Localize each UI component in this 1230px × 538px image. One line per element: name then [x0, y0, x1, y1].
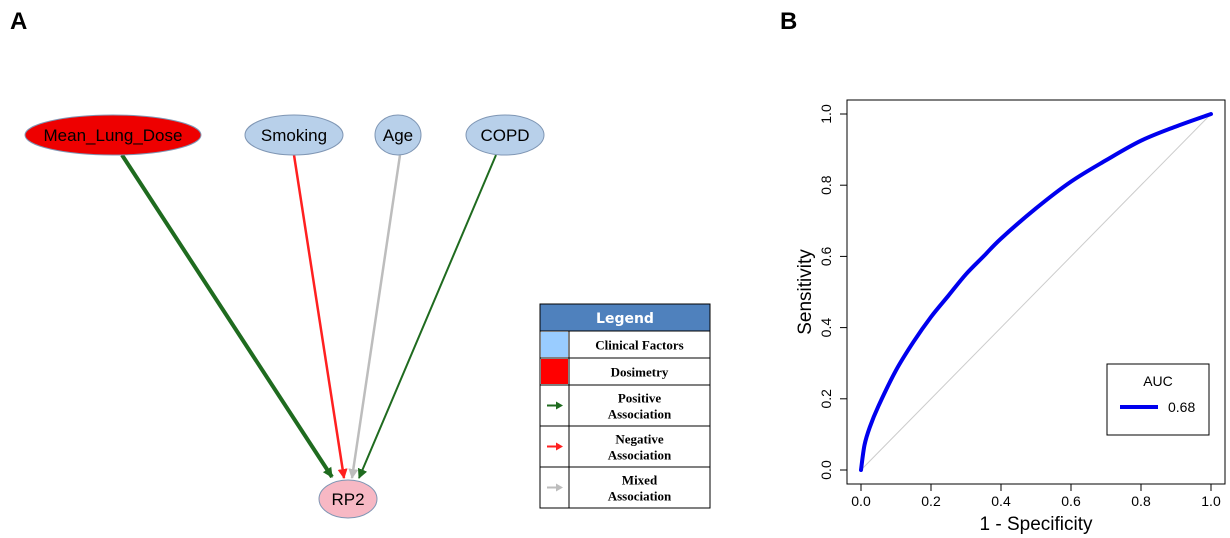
panel-label-a: A — [10, 8, 28, 35]
roc-curve-series-0 — [859, 112, 1213, 472]
y-tick-label: 0.6 — [818, 246, 834, 266]
node-copd-ellipse — [465, 114, 545, 156]
legend-swatch-dosimetry — [541, 359, 568, 384]
node-age-ellipse — [374, 114, 422, 156]
reference-diagonal — [860, 113, 1212, 471]
legend-row-clinical: Clinical Factors — [539, 330, 711, 359]
node-rp2-label: RP2 — [331, 490, 364, 509]
x-tick-label: 0.0 — [851, 493, 871, 509]
legend-label-negative-arrow-1: Association — [608, 448, 672, 463]
node-mld-ellipse — [24, 114, 202, 156]
node-age: Age — [374, 114, 422, 156]
legend-label-positive-arrow-1: Association — [608, 407, 672, 422]
node-smoking: Smoking — [244, 114, 344, 156]
node-mld-label: Mean_Lung_Dose — [44, 126, 183, 145]
x-tick-label: 0.4 — [991, 493, 1011, 509]
legend-swatch-clinical — [541, 332, 568, 357]
node-smoking-label: Smoking — [261, 126, 327, 145]
legend-label-clinical-0: Clinical Factors — [595, 338, 683, 353]
legend-row-box — [539, 357, 711, 386]
node-smoking-ellipse — [244, 114, 344, 156]
node-copd: COPD — [465, 114, 545, 156]
panel-label-b: B — [780, 8, 798, 35]
legend-label-mixed-arrow-1: Association — [608, 489, 672, 504]
y-tick-label: 0.8 — [818, 175, 834, 195]
x-tick-label: 1.0 — [1201, 493, 1221, 509]
y-tick-label: 0.4 — [818, 318, 834, 338]
x-axis-title: 1 - Specificity — [980, 514, 1093, 535]
x-tick-label: 0.6 — [1061, 493, 1081, 509]
legend-label-positive-arrow-0: Positive — [618, 391, 662, 406]
legend-arrow-negative-icon — [556, 442, 563, 451]
bayesian-network: Mean_Lung_Dose Smoking Age COPD RP2 — [24, 114, 545, 519]
auc-legend-title: AUC — [1143, 373, 1173, 389]
x-tick-label: 0.8 — [1131, 493, 1151, 509]
auc-legend-value: 0.68 — [1168, 399, 1195, 415]
edge-smoking-to-rp2 — [292, 154, 348, 479]
legend-row-box — [539, 384, 711, 427]
legend-label-dosimetry-0: Dosimetry — [611, 365, 669, 380]
auc-legend: AUC 0.68 — [1106, 363, 1210, 436]
legend-arrow-positive-icon — [556, 401, 563, 410]
x-tick-label: 0.2 — [921, 493, 941, 509]
edge-mld-to-rp2 — [120, 153, 334, 479]
node-mld: Mean_Lung_Dose — [24, 114, 202, 156]
auc-legend-box — [1106, 363, 1210, 436]
y-tick-label: 1.0 — [818, 104, 834, 124]
node-copd-label: COPD — [480, 126, 529, 145]
network-nodes: Mean_Lung_Dose Smoking Age COPD RP2 — [24, 114, 545, 519]
edge-age-to-rp2 — [348, 154, 402, 479]
node-rp2: RP2 — [318, 479, 378, 519]
y-axis-title: Sensitivity — [795, 249, 816, 335]
node-age-label: Age — [383, 126, 413, 145]
legend-row-dosimetry: Dosimetry — [539, 357, 711, 386]
legend-label-mixed-arrow-0: Mixed — [622, 473, 658, 488]
legend-title: Legend — [596, 311, 654, 327]
x-axis: 0.0 0.2 0.4 0.6 0.8 1.0 1 - Specificity — [851, 483, 1221, 535]
node-rp2-ellipse — [318, 479, 378, 519]
roc-chart: 0.0 0.2 0.4 0.6 0.8 1.01 - Specificity0.00.20… — [795, 99, 1226, 535]
y-tick-label: 0.2 — [818, 389, 834, 409]
edge-copd-to-rp2 — [357, 154, 497, 479]
legend-row-box — [539, 466, 711, 509]
y-axis: 0.0 0.2 0.4 0.6 0.8 1.0 Sensitivity — [795, 104, 848, 480]
y-tick-label: 0.0 — [818, 460, 834, 480]
network-edges — [120, 153, 497, 479]
legend-arrow-mixed-icon — [556, 483, 563, 492]
legend-label-negative-arrow-0: Negative — [615, 432, 664, 447]
